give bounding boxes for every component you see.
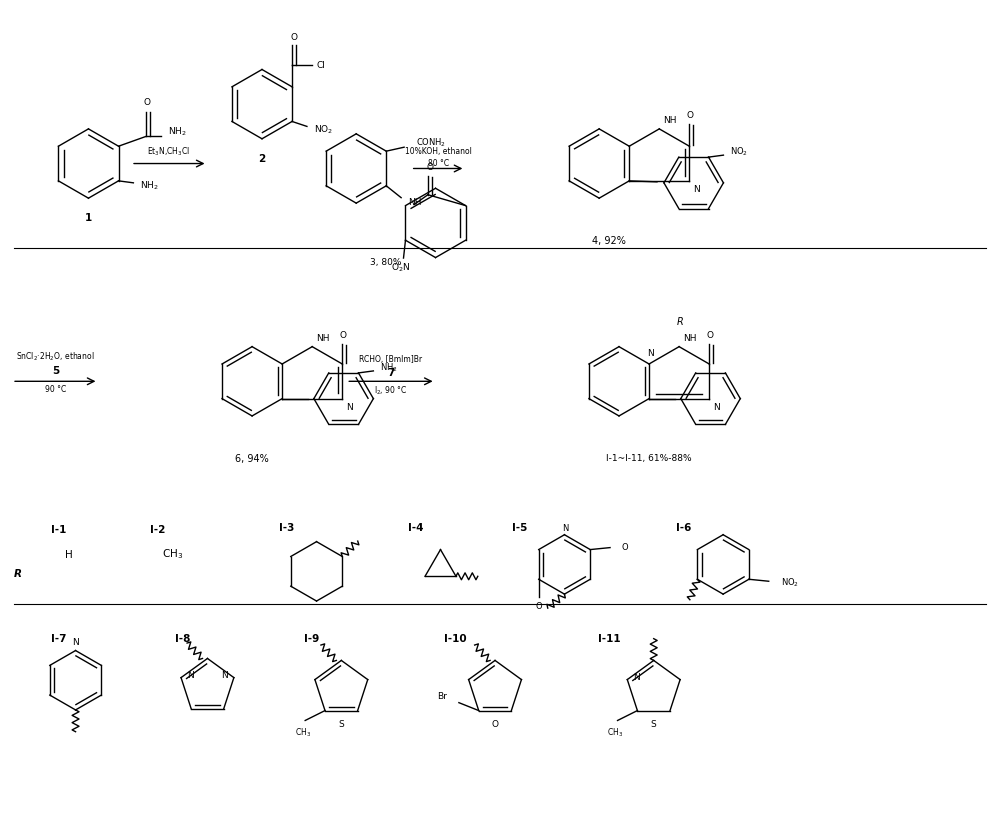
Text: O: O <box>687 111 694 120</box>
Text: I-8: I-8 <box>175 634 190 644</box>
Text: N: N <box>562 525 569 534</box>
Text: H: H <box>65 549 73 560</box>
Text: 3, 80%: 3, 80% <box>370 258 402 267</box>
Text: I-10: I-10 <box>444 634 467 644</box>
Text: N: N <box>221 671 228 680</box>
Text: SnCl$_2$·2H$_2$O, ethanol: SnCl$_2$·2H$_2$O, ethanol <box>16 351 95 363</box>
Text: 10%KOH, ethanol: 10%KOH, ethanol <box>405 147 472 156</box>
Text: N: N <box>633 673 640 682</box>
Text: 90 °C: 90 °C <box>45 385 66 394</box>
Text: 1: 1 <box>85 213 92 223</box>
Text: O: O <box>291 33 298 42</box>
Text: NH: NH <box>683 333 697 342</box>
Text: NH: NH <box>408 198 422 207</box>
Text: NH$_2$: NH$_2$ <box>380 362 398 374</box>
Text: I-3: I-3 <box>279 523 294 533</box>
Text: O: O <box>426 163 433 172</box>
Text: RCHO, [BmIm]Br: RCHO, [BmIm]Br <box>359 355 422 364</box>
Text: Br: Br <box>437 692 447 701</box>
Text: O: O <box>535 603 542 612</box>
Text: I-4: I-4 <box>408 523 423 533</box>
Text: 80 °C: 80 °C <box>428 159 449 168</box>
Text: N: N <box>693 185 700 194</box>
Text: Et$_3$N,CH$_3$Cl: Et$_3$N,CH$_3$Cl <box>147 145 190 158</box>
Text: S: S <box>651 720 657 729</box>
Text: CH$_3$: CH$_3$ <box>162 548 183 562</box>
Text: N: N <box>72 638 79 647</box>
Text: I-6: I-6 <box>676 523 691 533</box>
Text: I-7: I-7 <box>51 634 66 644</box>
Text: N: N <box>647 349 653 358</box>
Text: I-1~I-11, 61%-88%: I-1~I-11, 61%-88% <box>606 454 692 463</box>
Text: CH$_3$: CH$_3$ <box>295 726 311 739</box>
Text: I-2: I-2 <box>150 525 166 534</box>
Text: S: S <box>338 720 344 729</box>
Text: 4, 92%: 4, 92% <box>592 236 626 245</box>
Text: 5: 5 <box>52 366 59 376</box>
Text: O: O <box>622 544 629 552</box>
Text: NO$_2$: NO$_2$ <box>730 146 748 158</box>
Text: 2: 2 <box>258 154 266 163</box>
Text: I-1: I-1 <box>51 525 66 534</box>
Text: I-11: I-11 <box>598 634 620 644</box>
Text: O: O <box>492 720 499 729</box>
Text: NH: NH <box>663 116 677 125</box>
Text: CH$_3$: CH$_3$ <box>607 726 624 739</box>
Text: I-9: I-9 <box>304 634 319 644</box>
Text: N: N <box>187 671 194 680</box>
Text: I-5: I-5 <box>512 523 528 533</box>
Text: N: N <box>346 402 353 411</box>
Text: I$_2$, 90 °C: I$_2$, 90 °C <box>374 385 408 397</box>
Text: O: O <box>340 331 347 340</box>
Text: CONH$_2$: CONH$_2$ <box>416 137 446 149</box>
Text: R: R <box>14 569 22 580</box>
Text: 6, 94%: 6, 94% <box>235 453 269 464</box>
Text: NH$_2$: NH$_2$ <box>168 125 187 138</box>
Text: O: O <box>707 331 714 340</box>
Text: O: O <box>144 99 151 108</box>
Text: NO$_2$: NO$_2$ <box>781 577 799 589</box>
Text: NO$_2$: NO$_2$ <box>314 123 333 135</box>
Text: O$_2$N: O$_2$N <box>391 262 410 274</box>
Text: N: N <box>713 402 720 411</box>
Text: NH$_2$: NH$_2$ <box>140 180 159 192</box>
Text: NH: NH <box>316 333 330 342</box>
Text: R: R <box>677 317 683 327</box>
Text: 7: 7 <box>387 369 395 378</box>
Text: Cl: Cl <box>317 61 326 70</box>
